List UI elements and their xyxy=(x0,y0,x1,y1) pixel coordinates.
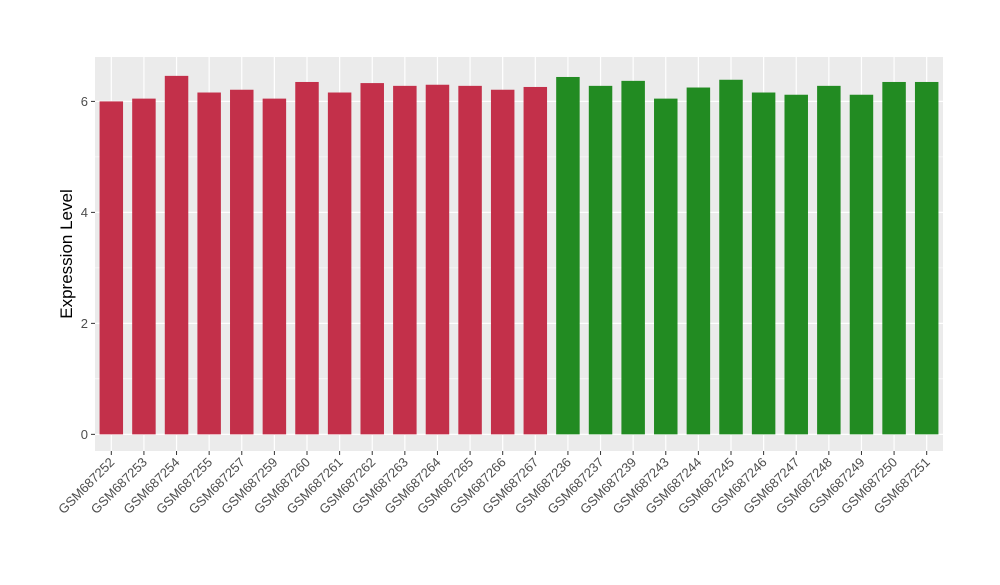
x-axis: GSM687252GSM687253GSM687254GSM687255GSM6… xyxy=(55,451,933,517)
bar xyxy=(197,92,221,435)
bar xyxy=(327,92,352,435)
bar xyxy=(425,84,450,435)
bar xyxy=(523,86,548,435)
y-axis-title: Expression Level xyxy=(57,189,76,318)
bar xyxy=(230,89,254,435)
bar xyxy=(588,85,613,435)
bar xyxy=(393,85,417,435)
bar xyxy=(556,76,580,435)
bar xyxy=(719,79,743,435)
bar xyxy=(621,80,645,435)
bar xyxy=(654,98,678,435)
bar xyxy=(132,98,156,435)
bar xyxy=(817,85,841,435)
bar xyxy=(295,81,319,435)
bar xyxy=(914,81,939,435)
bar xyxy=(686,87,711,435)
bar xyxy=(490,89,515,435)
y-axis: 0 2 4 6 xyxy=(81,94,95,442)
bar xyxy=(99,101,124,435)
bar xyxy=(164,75,189,435)
bar xyxy=(751,92,776,435)
y-tick-label: 2 xyxy=(81,316,88,331)
bars xyxy=(99,75,939,435)
plot-panel xyxy=(95,57,943,451)
bar xyxy=(262,98,287,435)
bar xyxy=(784,94,808,435)
y-tick-label: 4 xyxy=(81,205,88,220)
bar xyxy=(458,85,482,435)
bar xyxy=(360,83,384,435)
bar xyxy=(882,81,906,435)
bar xyxy=(849,94,874,435)
y-tick-label: 6 xyxy=(81,94,88,109)
y-tick-label: 0 xyxy=(81,427,88,442)
